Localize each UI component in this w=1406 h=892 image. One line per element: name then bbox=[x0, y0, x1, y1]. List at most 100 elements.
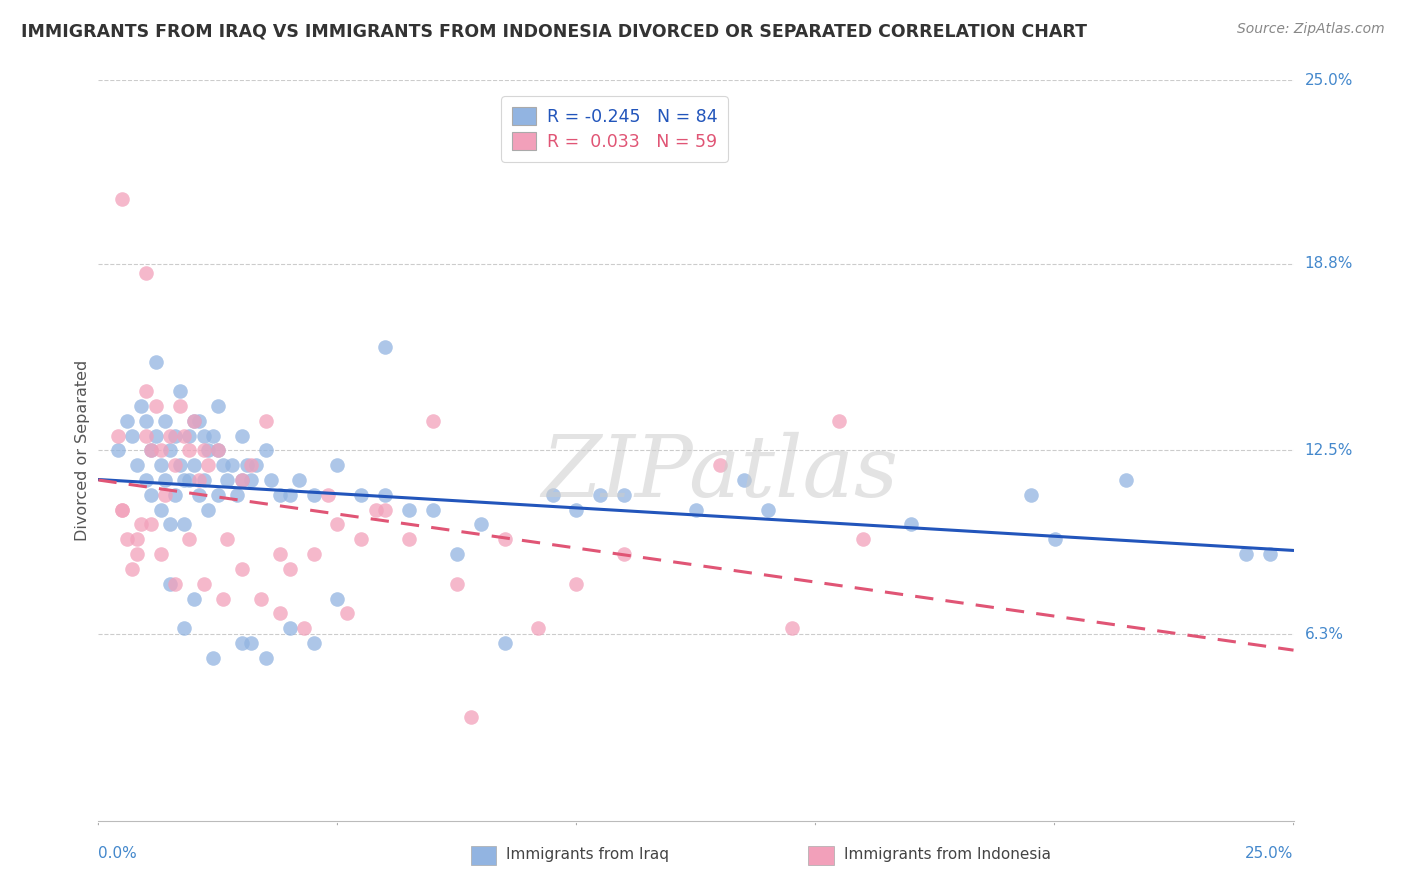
Point bbox=[254, 414, 277, 428]
Point bbox=[422, 502, 444, 516]
Point bbox=[163, 488, 186, 502]
Point bbox=[139, 443, 162, 458]
Point bbox=[326, 458, 349, 473]
Point bbox=[211, 591, 233, 606]
Text: Immigrants from Indonesia: Immigrants from Indonesia bbox=[844, 847, 1050, 862]
Point bbox=[494, 636, 516, 650]
Point bbox=[193, 428, 215, 442]
Point bbox=[278, 621, 301, 635]
Point bbox=[135, 384, 157, 399]
Point bbox=[125, 458, 148, 473]
Point bbox=[107, 443, 129, 458]
Point bbox=[149, 458, 172, 473]
Point bbox=[121, 428, 143, 442]
Point bbox=[207, 488, 229, 502]
Point bbox=[173, 473, 195, 487]
Point bbox=[121, 562, 143, 576]
Point bbox=[207, 443, 229, 458]
Point bbox=[217, 473, 239, 487]
Point bbox=[187, 488, 209, 502]
Point bbox=[565, 576, 588, 591]
Point bbox=[259, 473, 281, 487]
Point bbox=[159, 517, 181, 532]
Point bbox=[183, 414, 205, 428]
Point bbox=[269, 547, 291, 561]
Point bbox=[163, 576, 186, 591]
Point bbox=[159, 428, 181, 442]
Point bbox=[494, 533, 516, 547]
Point bbox=[278, 562, 301, 576]
Point bbox=[135, 428, 157, 442]
Point bbox=[145, 399, 167, 413]
Point bbox=[207, 443, 229, 458]
Point bbox=[446, 547, 468, 561]
Point bbox=[197, 443, 219, 458]
Point bbox=[139, 517, 162, 532]
Point bbox=[288, 473, 311, 487]
Point bbox=[685, 502, 707, 516]
Point bbox=[139, 443, 162, 458]
Point bbox=[350, 533, 373, 547]
Point bbox=[125, 547, 148, 561]
Point bbox=[326, 591, 349, 606]
Point bbox=[374, 488, 396, 502]
Point bbox=[197, 502, 219, 516]
Point bbox=[135, 473, 157, 487]
Point bbox=[149, 443, 172, 458]
Text: 25.0%: 25.0% bbox=[1246, 846, 1294, 861]
Point bbox=[231, 473, 253, 487]
Point bbox=[589, 488, 612, 502]
Point bbox=[169, 399, 191, 413]
Point bbox=[278, 488, 301, 502]
Point bbox=[193, 443, 215, 458]
Point bbox=[135, 414, 157, 428]
Point bbox=[125, 533, 148, 547]
Point bbox=[446, 576, 468, 591]
Point bbox=[179, 473, 201, 487]
Point bbox=[131, 517, 153, 532]
Point bbox=[374, 502, 396, 516]
Point bbox=[202, 650, 225, 665]
Point bbox=[145, 428, 167, 442]
Point bbox=[131, 399, 153, 413]
Point bbox=[173, 621, 195, 635]
Point bbox=[374, 340, 396, 354]
Point bbox=[226, 488, 249, 502]
Text: 12.5%: 12.5% bbox=[1305, 443, 1353, 458]
Point bbox=[254, 650, 277, 665]
Point bbox=[565, 502, 588, 516]
Point bbox=[111, 502, 134, 516]
Point bbox=[269, 607, 291, 621]
Point bbox=[135, 266, 157, 280]
Point bbox=[350, 488, 373, 502]
Point bbox=[240, 636, 263, 650]
Text: IMMIGRANTS FROM IRAQ VS IMMIGRANTS FROM INDONESIA DIVORCED OR SEPARATED CORRELAT: IMMIGRANTS FROM IRAQ VS IMMIGRANTS FROM … bbox=[21, 22, 1087, 40]
Point bbox=[193, 576, 215, 591]
Text: 0.0%: 0.0% bbox=[98, 846, 138, 861]
Point bbox=[1115, 473, 1137, 487]
Legend: R = -0.245   N = 84, R =  0.033   N = 59: R = -0.245 N = 84, R = 0.033 N = 59 bbox=[502, 96, 728, 161]
Point bbox=[336, 607, 359, 621]
Point bbox=[187, 414, 209, 428]
Point bbox=[173, 517, 195, 532]
Point bbox=[169, 458, 191, 473]
Point bbox=[231, 428, 253, 442]
Point bbox=[1043, 533, 1066, 547]
Point bbox=[163, 428, 186, 442]
Point bbox=[159, 443, 181, 458]
Point bbox=[828, 414, 851, 428]
Text: 6.3%: 6.3% bbox=[1305, 626, 1344, 641]
Point bbox=[197, 458, 219, 473]
Point bbox=[398, 502, 420, 516]
Point bbox=[155, 488, 177, 502]
Point bbox=[422, 414, 444, 428]
Point bbox=[187, 473, 209, 487]
Point bbox=[231, 636, 253, 650]
Text: Immigrants from Iraq: Immigrants from Iraq bbox=[506, 847, 669, 862]
Point bbox=[111, 192, 134, 206]
Point bbox=[115, 533, 138, 547]
Point bbox=[173, 428, 195, 442]
Point bbox=[269, 488, 291, 502]
Point bbox=[169, 384, 191, 399]
Point bbox=[250, 591, 273, 606]
